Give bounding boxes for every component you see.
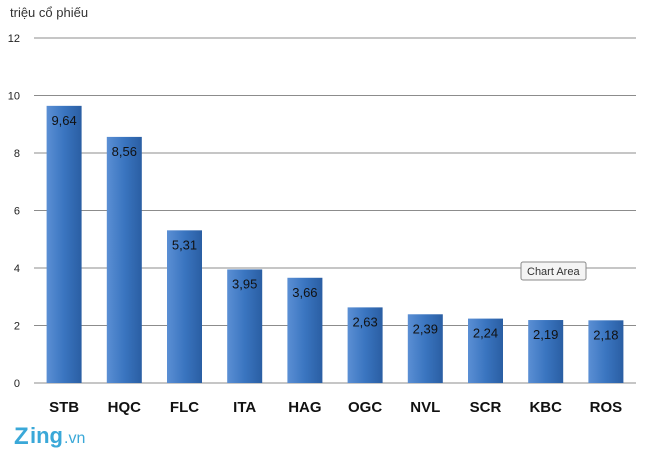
bar-kbc (528, 320, 564, 383)
y-tick-label: 12 (8, 33, 20, 45)
x-tick-ros: ROS (590, 399, 623, 416)
bar-ogc (347, 307, 383, 383)
y-axis-unit-label: triệu cổ phiếu (10, 5, 88, 20)
bar-scr (468, 318, 503, 383)
bar-ros (588, 320, 624, 383)
data-label-kbc: 2,19 (533, 327, 558, 342)
x-tick-stb: STB (49, 399, 79, 416)
y-axis-ticks: 0 2 4 6 8 10 12 (8, 33, 20, 390)
bar-hqc (106, 136, 142, 383)
bar-ita (227, 269, 263, 383)
x-tick-hqc: HQC (108, 399, 142, 416)
y-tick-label: 10 (8, 91, 20, 103)
y-tick-label: 6 (14, 206, 20, 218)
x-tick-kbc: KBC (529, 399, 562, 416)
chart-area-tooltip: Chart Area (520, 261, 587, 281)
data-label-flc: 5,31 (172, 237, 197, 252)
logo-vn: .vn (64, 430, 85, 447)
x-tick-ogc: OGC (348, 399, 382, 416)
logo-z: Z (14, 423, 29, 450)
bar-nvl (407, 314, 443, 383)
data-labels: 9,64 8,56 5,31 3,95 3,66 2,63 2,39 2,24 2,19 2,18 (51, 113, 618, 342)
data-label-ros: 2,18 (593, 327, 618, 342)
data-label-scr: 2,24 (473, 326, 498, 341)
y-tick-label: 8 (14, 148, 20, 160)
tooltip-text: Chart Area (527, 266, 580, 278)
data-label-stb: 9,64 (51, 113, 76, 128)
x-tick-nvl: NVL (410, 399, 440, 416)
data-label-hqc: 8,56 (112, 144, 137, 159)
bar-stb (46, 105, 82, 383)
x-axis-ticks: STB HQC FLC ITA HAG OGC NVL SCR KBC ROS (49, 399, 622, 416)
logo-ing: ing (30, 423, 63, 448)
y-tick-label: 4 (14, 263, 20, 275)
data-label-ogc: 2,63 (352, 314, 377, 329)
y-tick-label: 2 (14, 321, 20, 333)
data-label-hag: 3,66 (292, 285, 317, 300)
zing-logo: Z ing .vn (14, 423, 85, 450)
data-label-ita: 3,95 (232, 276, 257, 291)
bar-flc (167, 230, 202, 383)
x-tick-hag: HAG (288, 399, 321, 416)
data-label-nvl: 2,39 (413, 321, 438, 336)
y-tick-label: 0 (14, 378, 20, 390)
x-tick-scr: SCR (470, 399, 502, 416)
x-tick-ita: ITA (233, 399, 256, 416)
x-tick-flc: FLC (170, 399, 199, 416)
bars (46, 105, 624, 383)
bar-hag (287, 277, 323, 383)
